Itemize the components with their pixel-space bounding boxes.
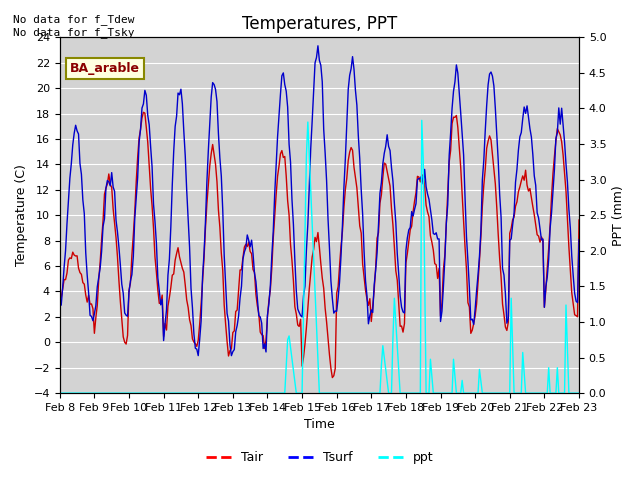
Title: Temperatures, PPT: Temperatures, PPT <box>242 15 397 33</box>
Legend: Tair, Tsurf, ppt: Tair, Tsurf, ppt <box>202 446 438 469</box>
Y-axis label: Temperature (C): Temperature (C) <box>15 164 28 266</box>
Text: No data for f_Tdew
No data for f_Tsky: No data for f_Tdew No data for f_Tsky <box>13 14 134 38</box>
X-axis label: Time: Time <box>304 419 335 432</box>
Y-axis label: PPT (mm): PPT (mm) <box>612 185 625 246</box>
Text: BA_arable: BA_arable <box>70 62 140 75</box>
